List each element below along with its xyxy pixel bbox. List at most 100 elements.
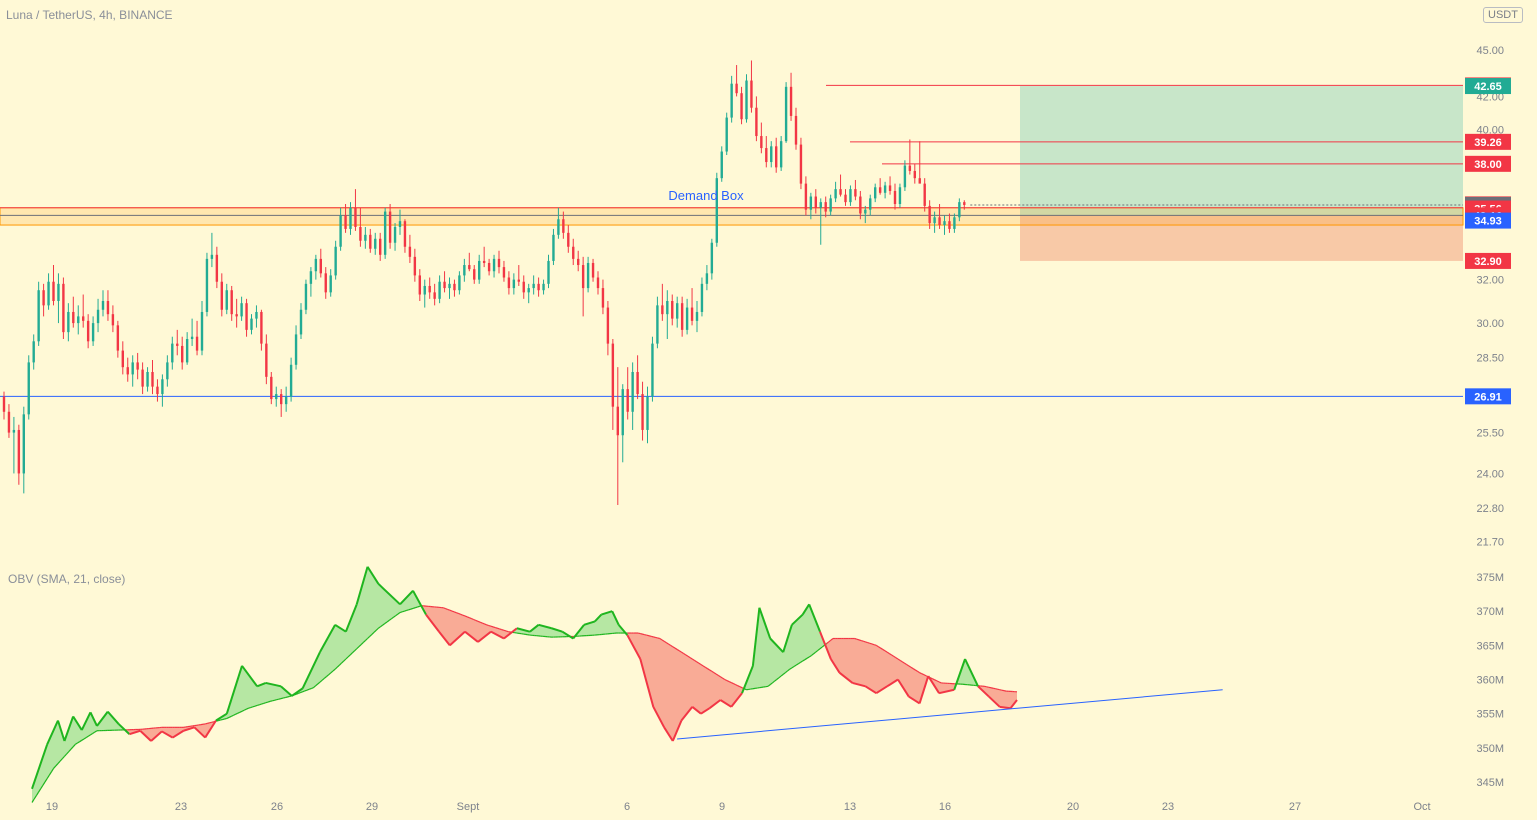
candle-body (552, 234, 555, 261)
obv-sma-line-segment (261, 702, 264, 705)
obv-line-segment (601, 610, 613, 616)
obv-sma-line-segment (46, 774, 50, 779)
obv-sma-line-segment (263, 702, 266, 704)
candle-body (636, 371, 639, 395)
obv-line-segment (377, 583, 401, 606)
candle-body (433, 292, 436, 299)
obv-line-segment (334, 623, 347, 633)
obv-sma-line-segment (828, 639, 832, 643)
obv-sma-line-segment (689, 657, 693, 660)
obv-sma-line-segment (878, 646, 881, 649)
obv-sma-line-segment (306, 688, 310, 691)
candle-body (171, 343, 174, 363)
obv-sma-line-segment (402, 610, 405, 613)
candle-body (82, 316, 85, 321)
obv-line-segment (671, 720, 683, 742)
obv-sma-line-segment (720, 676, 723, 679)
obv-sma-line-segment (391, 616, 394, 620)
obv-sma-line-segment (875, 644, 879, 648)
candle-body (948, 221, 951, 229)
price-level-badge (1465, 155, 1511, 172)
candle-body (819, 202, 822, 208)
obv-sma-line-segment (386, 619, 390, 623)
obv-line-segment (918, 675, 930, 704)
candle-body (512, 279, 516, 289)
candle-body (656, 305, 659, 344)
obv-line-segment (161, 730, 174, 739)
obv-sma-line-segment (453, 611, 457, 614)
obv-line-segment (438, 631, 451, 646)
time-axis-tick: 20 (1067, 801, 1079, 813)
obv-sma-line-segment (657, 637, 660, 640)
candle-body (205, 258, 209, 312)
candle-body (775, 146, 778, 168)
obv-sma-line-segment (343, 658, 347, 662)
obv-sma-line-segment (272, 699, 275, 702)
candle-body (240, 303, 243, 317)
profit-zone (1020, 86, 1463, 216)
obv-sma-line-segment (646, 634, 650, 637)
obv-sma-line-segment (865, 641, 868, 644)
obv-sma-line-segment (220, 718, 223, 721)
obv-sma-line-segment (798, 661, 801, 665)
obv-line-segment (80, 711, 92, 731)
obv-line-segment (652, 706, 666, 728)
candle-body (794, 115, 798, 145)
candle-body (804, 183, 808, 210)
obv-axis-tick: 360M (1476, 675, 1504, 687)
obv-sma-line-segment (222, 718, 225, 721)
obv-line-segment (999, 705, 1011, 710)
candle-body (854, 189, 857, 197)
obv-sma-line-segment (269, 700, 273, 702)
obv-sma-line-segment (330, 670, 334, 674)
candle-body (547, 260, 550, 284)
currency-button[interactable]: USDT (1483, 7, 1523, 23)
obv-sma-line-segment (59, 758, 63, 762)
obv-sma-line-segment (499, 628, 502, 631)
candle-body (156, 386, 159, 395)
candle-body (572, 246, 575, 259)
candle-body (616, 406, 619, 436)
obv-sma-line-segment (659, 637, 663, 641)
candle-body (418, 275, 421, 295)
obv-line-segment (183, 726, 195, 732)
obv-sma-line-segment (800, 660, 804, 663)
obv-sma-line-segment (369, 633, 373, 637)
obv-sma-line-segment (408, 608, 412, 611)
candle-body (304, 283, 308, 310)
obv-sma-line-segment (404, 609, 407, 612)
obv-sma-line-segment (724, 678, 728, 682)
candle-body (507, 277, 511, 289)
obv-sma-line-segment (462, 614, 466, 617)
candle-body (374, 238, 377, 249)
candle-body (626, 389, 629, 412)
obv-sma-line-segment (914, 669, 918, 672)
obv-sma-line-segment (702, 665, 706, 668)
obv-sma-line-segment (670, 644, 674, 648)
obv-sma-line-segment (681, 651, 684, 655)
obv-sma-line-segment (70, 746, 74, 750)
obv-sma-line-segment (44, 778, 48, 783)
candle-body (666, 301, 669, 315)
obv-sma-line-segment (704, 666, 708, 670)
obv-sma-line-segment (287, 695, 290, 698)
obv-line-segment (730, 692, 743, 708)
obv-sma-line-segment (733, 683, 736, 686)
candle-body (591, 262, 595, 278)
candle-body (581, 265, 585, 289)
obv-line-segment (204, 719, 217, 739)
candle-body (562, 219, 565, 233)
obv-sma-line-segment (722, 677, 726, 681)
obv-line-segment (829, 658, 841, 674)
price-level-badge-text: 32.90 (1474, 256, 1502, 268)
candle-body (641, 394, 644, 430)
candle-body (235, 314, 238, 317)
obv-above-fill (216, 566, 422, 722)
obv-sma-line-segment (691, 658, 695, 661)
obv-line-segment (988, 695, 1001, 708)
obv-sma-line-segment (791, 666, 795, 669)
obv-sma-line-segment (477, 620, 481, 623)
obv-sma-line-segment (274, 699, 277, 701)
obv-sma-line-segment (218, 719, 221, 722)
